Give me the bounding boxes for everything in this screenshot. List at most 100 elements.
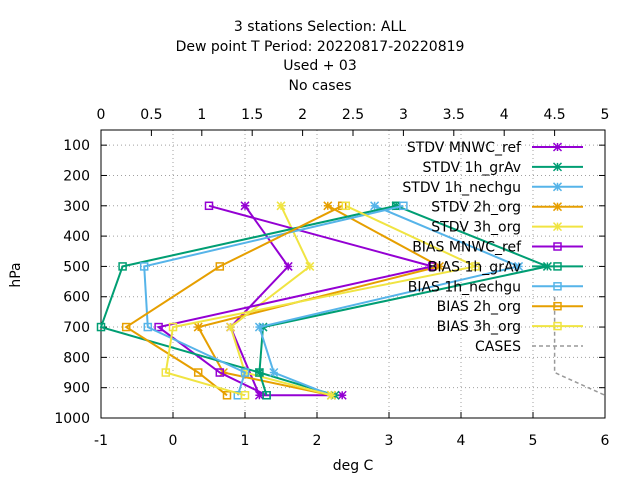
series-8 [121, 201, 347, 400]
point-marker-square [471, 262, 480, 271]
star-stroke [305, 261, 315, 271]
star-stroke [552, 222, 563, 232]
series-4 [226, 201, 336, 400]
point-marker-square [96, 322, 106, 332]
x2-tick-label: 2.5 [342, 107, 364, 123]
series-3 [193, 201, 444, 400]
point-marker-star [552, 182, 563, 192]
point-marker-star [226, 322, 236, 332]
point-marker-square [168, 322, 178, 332]
series-line [124, 204, 343, 397]
point-marker-star [240, 201, 250, 211]
point-marker-square [204, 201, 214, 211]
title-line-3: Used + 03 [283, 58, 357, 74]
x2-tick-label: 3 [399, 107, 408, 123]
point-marker-square [240, 368, 250, 377]
star-stroke [552, 182, 563, 192]
legend-label: STDV 2h_org [431, 200, 521, 216]
x-tick-label: 5 [529, 433, 538, 449]
title-line-2: Dew point T Period: 20220817-20220819 [176, 39, 465, 55]
point-marker-star [552, 162, 563, 172]
y-tick-label: 700 [63, 320, 90, 336]
y-tick-label: 300 [63, 199, 90, 215]
y-tick-label: 200 [63, 168, 90, 184]
point-marker-star [276, 201, 286, 211]
axes: -1 0 1 2 3 4 5 6 0 0.5 1 1.5 2 2.5 3 3.5 4 4.5 5 100 200 300 4… [54, 107, 609, 449]
star-stroke [370, 201, 380, 211]
series-line [156, 204, 433, 397]
star-stroke [276, 201, 286, 211]
series-line [99, 204, 397, 396]
point-marker-star [434, 261, 444, 271]
point-marker-star [552, 142, 563, 152]
legend-label: STDV MNWC_ref [407, 140, 522, 156]
legend-label: STDV 1h_nechgu [402, 180, 521, 196]
y-tick-label: 400 [63, 229, 90, 245]
legend-label: BIAS 2h_org [437, 299, 521, 315]
point-marker-square [553, 301, 562, 311]
x-tick-label: -1 [94, 433, 108, 449]
legend-label: BIAS MNWC_ref [412, 240, 522, 256]
star-stroke [552, 202, 563, 212]
x2-tick-label: 1 [197, 107, 206, 123]
point-marker-square [341, 201, 351, 211]
y-tick-label: 800 [63, 350, 90, 366]
legend: STDV MNWC_ref STDV 1h_grAv STDV 1h_nechgu S… [402, 140, 583, 355]
point-marker-square [427, 262, 437, 271]
star-stroke [240, 201, 250, 211]
star-stroke [323, 201, 333, 211]
point-marker-square [553, 321, 562, 331]
point-marker-square [553, 262, 562, 271]
y-tick-label: 600 [63, 290, 90, 306]
y-tick-label: 100 [63, 138, 90, 154]
star-stroke [254, 322, 264, 332]
title-line-4: No cases [289, 78, 352, 94]
legend-label: BIAS 1h_grAv [428, 259, 521, 275]
star-stroke [552, 142, 563, 152]
point-marker-square [222, 391, 232, 400]
x-tick-label: 4 [457, 433, 466, 449]
grid [101, 130, 605, 418]
x-tick-label: 1 [241, 433, 250, 449]
title-line-1: 3 stations Selection: ALL [234, 19, 406, 35]
y-tick-label: 1000 [54, 411, 90, 427]
x2-tick-label: 3.5 [443, 107, 465, 123]
point-marker-square [139, 262, 149, 271]
chart-title: 3 stations Selection: ALL Dew point T Pe… [176, 19, 465, 94]
point-marker-star [305, 261, 315, 271]
point-marker-square [240, 391, 250, 400]
series-6 [96, 201, 401, 400]
point-marker-square [255, 368, 264, 377]
series-9 [161, 201, 480, 400]
star-stroke [283, 261, 293, 271]
point-marker-star [323, 201, 333, 211]
y-tick-label: 500 [63, 259, 90, 275]
point-marker-square [215, 262, 225, 271]
y-axis-label: hPa [8, 262, 24, 287]
legend-label: BIAS 1h_nechgu [408, 279, 521, 295]
series-line [553, 296, 606, 396]
x-axis-label: deg C [333, 458, 374, 474]
x2-tick-label: 4.5 [543, 107, 565, 123]
series-line [164, 204, 479, 397]
point-marker-square [215, 368, 225, 377]
x2-tick-label: 0 [97, 107, 106, 123]
point-marker-star [514, 261, 524, 271]
legend-label: STDV 3h_org [431, 220, 521, 236]
point-marker-star [337, 390, 347, 400]
star-stroke [434, 261, 444, 271]
x2-tick-label: 1.5 [241, 107, 263, 123]
x-tick-label: 6 [601, 433, 610, 449]
star-stroke [337, 390, 347, 400]
point-marker-square [553, 282, 562, 291]
point-marker-square [262, 391, 271, 400]
point-marker-star [269, 367, 279, 378]
plot-border [100, 129, 606, 419]
point-marker-star [326, 390, 336, 400]
point-marker-square [193, 368, 203, 377]
point-marker-star [254, 322, 264, 332]
star-stroke [326, 390, 336, 400]
legend-label: STDV 1h_grAv [423, 160, 521, 176]
x-tick-label: 3 [385, 433, 394, 449]
